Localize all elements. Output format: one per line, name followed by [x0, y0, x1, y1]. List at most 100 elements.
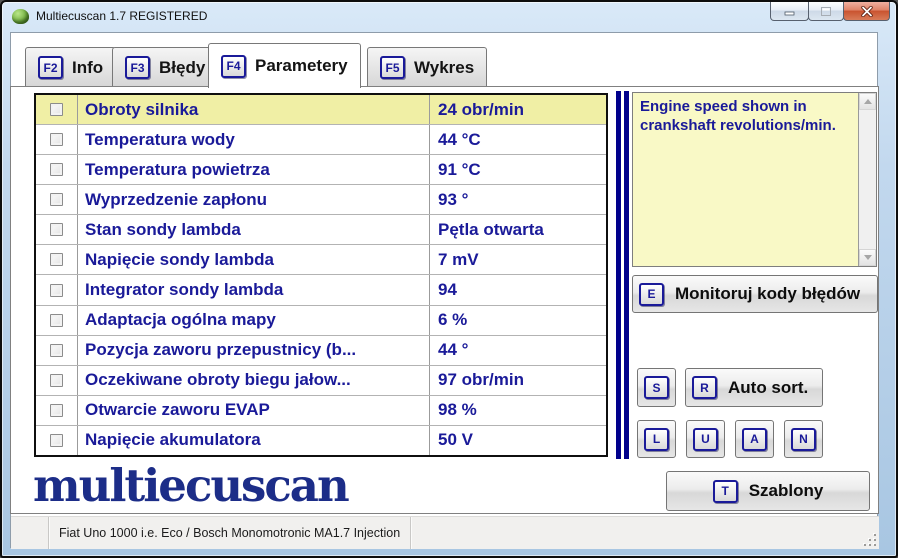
row-checkbox[interactable]: [50, 433, 63, 447]
vertical-separator: [616, 91, 621, 459]
row-checkbox[interactable]: [50, 283, 63, 297]
row-checkbox[interactable]: [50, 133, 63, 147]
description-scrollbar[interactable]: [859, 93, 876, 266]
scroll-up-button[interactable]: [859, 93, 876, 110]
monitor-error-codes-label: Monitoruj kody błędów: [675, 284, 861, 303]
f5-key-icon: F5: [380, 56, 405, 79]
close-button[interactable]: [843, 2, 890, 21]
vertical-separator: [624, 91, 629, 459]
row-checkbox[interactable]: [50, 253, 63, 267]
f3-key-icon: F3: [125, 56, 150, 79]
parameter-value: 93 °: [429, 185, 606, 215]
tab-bledy-label: Błędy: [159, 57, 206, 77]
a-key-icon: A: [742, 427, 767, 451]
row-checkbox[interactable]: [50, 223, 63, 237]
tab-info[interactable]: F2 Info: [25, 47, 117, 87]
window-title: Multiecuscan 1.7 REGISTERED: [36, 9, 208, 23]
checkbox-cell: [36, 215, 78, 245]
row-checkbox[interactable]: [50, 313, 63, 327]
row-checkbox[interactable]: [50, 343, 63, 357]
parameter-value: 7 mV: [429, 245, 606, 275]
tab-bar: F2 Info F3 Błędy F4 Parametery F5 Wykres: [11, 33, 877, 88]
row-checkbox[interactable]: [50, 403, 63, 417]
table-row[interactable]: Adaptacja ogólna mapy 6 %: [36, 305, 606, 336]
table-row[interactable]: Temperatura wody 44 °C: [36, 125, 606, 156]
minimize-button[interactable]: [770, 2, 809, 21]
checkbox-cell: [36, 125, 78, 155]
auto-sort-button[interactable]: R Auto sort.: [685, 368, 823, 407]
parameter-value: 50 V: [429, 425, 606, 455]
parameter-description-text: Engine speed shown in crankshaft revolut…: [633, 93, 859, 266]
row-checkbox[interactable]: [50, 373, 63, 387]
parameter-value: 6 %: [429, 305, 606, 335]
status-section-empty: [11, 517, 49, 549]
s-button[interactable]: S: [637, 368, 676, 407]
maximize-icon: [821, 6, 831, 16]
table-row[interactable]: Otwarcie zaworu EVAP 98 %: [36, 395, 606, 426]
f4-key-icon: F4: [221, 54, 246, 78]
vehicle-status-text: Fiat Uno 1000 i.e. Eco / Bosch Monomotro…: [49, 517, 412, 549]
u-key-icon: U: [693, 427, 718, 451]
close-icon: [860, 5, 873, 17]
parameter-name: Stan sondy lambda: [85, 219, 241, 239]
table-row[interactable]: Oczekiwane obroty biegu jałow... 97 obr/m…: [36, 365, 606, 396]
l-button[interactable]: L: [637, 420, 676, 458]
table-row[interactable]: Wyprzedzenie zapłonu 93 °: [36, 185, 606, 216]
parameter-name: Temperatura wody: [85, 129, 235, 149]
parameter-value: 44 °C: [429, 125, 606, 155]
parameter-value: 94: [429, 275, 606, 305]
monitor-error-codes-button[interactable]: E Monitoruj kody błędów: [632, 275, 878, 313]
checkbox-cell: [36, 395, 78, 425]
checkbox-cell: [36, 425, 78, 455]
parameter-value: 98 %: [429, 395, 606, 425]
tab-wykres[interactable]: F5 Wykres: [367, 47, 488, 87]
row-checkbox[interactable]: [50, 193, 63, 207]
table-row[interactable]: Obroty silnika 24 obr/min: [36, 95, 606, 126]
window-controls: [770, 2, 890, 21]
parameter-table: Obroty silnika 24 obr/min Temperatura wody…: [34, 93, 608, 457]
table-row[interactable]: Integrator sondy lambda 94: [36, 275, 606, 306]
minimize-icon: [784, 11, 795, 16]
parameter-name: Otwarcie zaworu EVAP: [85, 400, 270, 420]
templates-button[interactable]: T Szablony: [666, 471, 870, 511]
row-checkbox[interactable]: [50, 163, 63, 177]
tab-parametery-label: Parametery: [255, 56, 348, 75]
s-key-icon: S: [644, 376, 669, 399]
checkbox-cell: [36, 155, 78, 185]
table-row[interactable]: Temperatura powietrza 91 °C: [36, 155, 606, 186]
parameter-value: 91 °C: [429, 155, 606, 185]
templates-label: Szablony: [748, 481, 824, 500]
parameter-description-box[interactable]: Engine speed shown in crankshaft revolut…: [632, 92, 877, 267]
checkbox-cell: [36, 275, 78, 305]
n-button[interactable]: N: [784, 420, 823, 458]
checkbox-cell: [36, 365, 78, 395]
tab-bledy[interactable]: F3 Błędy: [112, 47, 219, 87]
parameter-value: 24 obr/min: [429, 95, 606, 125]
parameter-name: Pozycja zaworu przepustnicy (b...: [85, 340, 357, 360]
parameter-name: Adaptacja ogólna mapy: [85, 310, 276, 330]
parameter-value: Pętla otwarta: [429, 215, 606, 245]
r-key-icon: R: [692, 376, 717, 399]
title-bar[interactable]: Multiecuscan 1.7 REGISTERED: [2, 2, 896, 32]
maximize-button[interactable]: [808, 2, 844, 21]
a-button[interactable]: A: [735, 420, 774, 458]
tab-wykres-label: Wykres: [414, 57, 475, 77]
scroll-down-button[interactable]: [859, 249, 876, 266]
tab-parametery[interactable]: F4 Parametery: [208, 43, 361, 88]
table-row[interactable]: Napięcie akumulatora 50 V: [36, 425, 606, 455]
table-row[interactable]: Napięcie sondy lambda 7 mV: [36, 245, 606, 276]
parameter-name: Obroty silnika: [85, 99, 199, 119]
u-button[interactable]: U: [686, 420, 725, 458]
l-key-icon: L: [644, 427, 669, 451]
table-row[interactable]: Stan sondy lambda Pętla otwarta: [36, 215, 606, 246]
parameter-name: Napięcie akumulatora: [85, 430, 261, 450]
table-row[interactable]: Pozycja zaworu przepustnicy (b... 44 °: [36, 335, 606, 366]
t-key-icon: T: [712, 479, 738, 503]
arrow-up-icon: [863, 99, 872, 104]
row-checkbox[interactable]: [50, 103, 63, 117]
parameter-name: Temperatura powietrza: [85, 159, 270, 179]
resize-grip-icon[interactable]: [864, 534, 876, 546]
parameter-value: 44 °: [429, 335, 606, 365]
parameter-value: 97 obr/min: [429, 365, 606, 395]
